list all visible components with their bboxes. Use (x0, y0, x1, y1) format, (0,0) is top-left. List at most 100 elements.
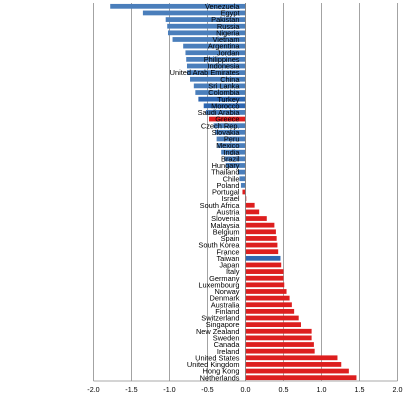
bar-pakistan (165, 17, 246, 22)
bar-argentina (183, 43, 246, 49)
category-label: India (223, 148, 240, 157)
bar-spain (245, 236, 277, 241)
category-label: Australia (211, 300, 241, 309)
category-label: Nigeria (216, 28, 240, 37)
bar-sri-lanka (193, 83, 246, 89)
bar-canada (245, 342, 314, 347)
category-label: United Kingdom (187, 360, 240, 369)
category-label: Greece (215, 115, 239, 124)
bar-chile (239, 176, 246, 182)
category-label: Brazil (221, 154, 240, 163)
category-label: Finland (215, 307, 239, 316)
bar-singapore (245, 322, 301, 328)
category-label: Norway (214, 287, 239, 296)
category-label: Colombia (208, 88, 240, 97)
category-label: China (220, 75, 240, 84)
category-label: Israel (221, 194, 239, 203)
x-tick-label: -0.5 (201, 385, 213, 394)
category-label: Peru (224, 135, 240, 144)
category-label: Saudi Arabia (198, 108, 241, 117)
category-label: Slovakia (212, 128, 241, 137)
bar-italy (245, 269, 284, 274)
bar-venezuela (110, 3, 246, 9)
bar-south-korea (245, 242, 278, 248)
bar-germany (245, 275, 284, 281)
category-label: Vietnam (213, 35, 240, 44)
bar-hungary (225, 163, 246, 168)
category-label: France (216, 247, 239, 256)
bar-colombia (195, 90, 246, 95)
x-tick-label: 0.5 (279, 385, 289, 394)
bar-united-kingdom (245, 362, 342, 367)
bar-united-states (245, 355, 338, 361)
bar-nigeria (167, 30, 246, 36)
category-label: South Korea (198, 241, 240, 250)
bar-greece (209, 116, 246, 122)
bar-malaysia (245, 222, 275, 228)
category-label: Egypt (221, 9, 240, 18)
bar-egypt (142, 10, 246, 16)
bar-saudi-arabia (205, 110, 246, 115)
category-label: Jordan (217, 48, 240, 57)
bar-south-africa (245, 202, 255, 208)
bar-austria (245, 209, 260, 215)
category-label: South Africa (200, 201, 241, 210)
bar-india (221, 149, 246, 155)
bar-belgium (245, 229, 276, 235)
bar-ireland (245, 348, 315, 354)
bar-finland (245, 308, 295, 314)
category-label: Indonesia (207, 62, 240, 71)
bar-netherlands (245, 375, 357, 381)
bar-switzerland (245, 315, 299, 321)
category-label: Argentina (208, 42, 241, 51)
bar-denmark (245, 295, 290, 301)
bar-united-arab-emirates (186, 70, 246, 76)
category-label: New Zealand (196, 327, 240, 336)
category-label: Germany (209, 274, 240, 283)
bar-brazil (224, 156, 246, 162)
bar-china (190, 76, 246, 82)
category-label: Ireland (217, 347, 240, 356)
bar-hong-kong (245, 368, 349, 374)
bar-slovenia (245, 216, 267, 221)
x-tick-label: 0.0 (241, 385, 251, 394)
category-label: Austria (216, 207, 240, 216)
bar-new-zealand (245, 328, 312, 334)
bar-mexico (217, 143, 246, 148)
category-label: Canada (214, 340, 241, 349)
category-label: Morocco (211, 101, 239, 110)
category-label: Sweden (213, 333, 240, 342)
category-label: Russia (217, 22, 240, 31)
x-tick-label: -1.5 (125, 385, 137, 394)
category-label: Belgium (213, 227, 240, 236)
x-tick-label: 1.5 (355, 385, 365, 394)
category-label: Venezuela (205, 2, 240, 11)
bar-turkey (198, 96, 246, 102)
category-label: United Arab Emirates (170, 68, 240, 77)
x-tick-label: 2.0 (393, 385, 403, 394)
category-label: Hungary (212, 161, 240, 170)
bar-france (245, 249, 279, 255)
category-label: Thailand (211, 168, 239, 177)
bar-morocco (203, 103, 246, 109)
bar-thailand (237, 169, 246, 175)
bar-indonesia (186, 63, 246, 69)
category-label: Slovenia (211, 214, 240, 223)
bar-norway (245, 289, 287, 294)
category-label: Malaysia (210, 221, 240, 230)
bar-slovakia (215, 129, 246, 135)
category-label: Singapore (206, 320, 240, 329)
category-label: Spain (221, 234, 240, 243)
bar-philippines (186, 56, 246, 62)
category-label: Japan (219, 261, 239, 270)
category-label: Philippines (204, 55, 240, 64)
bar-sweden (245, 335, 312, 341)
bar-taiwan (245, 255, 281, 261)
category-label: Italy (226, 267, 240, 276)
category-label: Poland (216, 181, 239, 190)
category-label: Denmark (210, 294, 240, 303)
x-tick-label: -1.0 (163, 385, 175, 394)
category-label: Netherlands (200, 373, 240, 382)
